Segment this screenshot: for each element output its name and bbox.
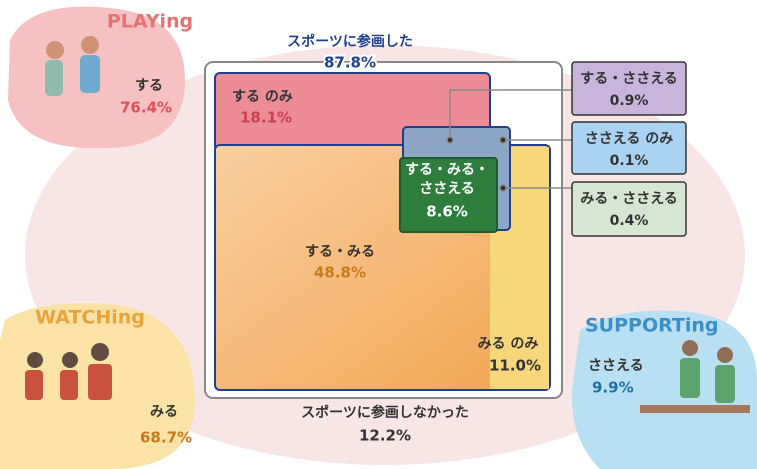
segment-value: 0.1% <box>610 153 649 169</box>
group-label: みる <box>150 404 178 420</box>
segment-value: 8.6% <box>426 203 468 221</box>
segment-value: 18.1% <box>240 109 292 127</box>
segment-value: 11.0% <box>489 357 541 375</box>
segment-label: みる・ささえる <box>580 191 678 207</box>
group-value: 76.4% <box>120 99 172 117</box>
segment-label: する・みる・ <box>405 162 489 178</box>
segment-label: する のみ <box>232 89 293 105</box>
group-title: SUPPORTing <box>585 315 719 337</box>
group-value: 9.9% <box>592 379 634 397</box>
segment-value: 0.4% <box>610 213 649 229</box>
infographic: PLAYing する 76.4% WATCHing みる 68.7% SUPPO… <box>0 0 757 469</box>
group-title: PLAYing <box>107 11 193 33</box>
group-label: する <box>135 78 163 94</box>
segment-label: ささえる のみ <box>585 131 673 147</box>
segment-value: 0.9% <box>610 93 649 109</box>
segment-label: する・みる <box>305 244 375 260</box>
segment-value: 48.8% <box>314 264 366 282</box>
participated-value: 87.8% <box>324 54 376 72</box>
not-participated-label: スポーツに参画しなかった <box>301 404 469 421</box>
segment-label: みる のみ <box>478 336 539 352</box>
segment-label: ささえる <box>419 181 475 197</box>
not-participated-value: 12.2% <box>359 427 411 445</box>
group-label: ささえる <box>588 358 644 374</box>
segment-label: する・ささえる <box>580 71 678 87</box>
participated-label: スポーツに参画した <box>287 33 413 50</box>
group-title: WATCHing <box>35 307 145 329</box>
group-value: 68.7% <box>140 429 192 447</box>
